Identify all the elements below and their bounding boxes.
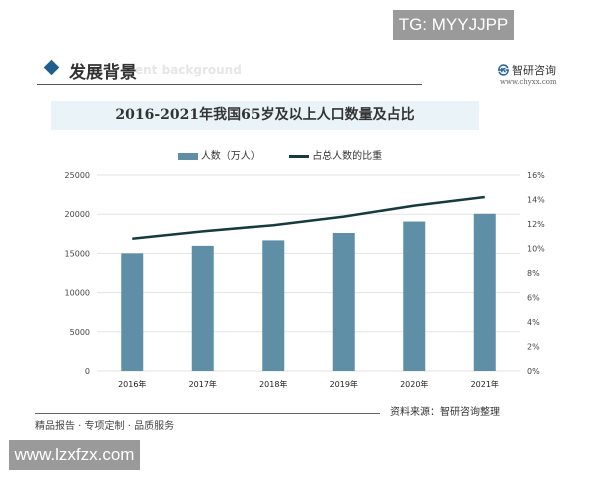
right-tick-label: 8% <box>527 269 540 278</box>
legend: 人数（万人） 占总人数的比重 <box>0 147 560 162</box>
footer-divider <box>35 413 380 414</box>
left-tick-label: 25000 <box>65 171 90 180</box>
left-tick-label: 0 <box>85 367 90 376</box>
left-tick-label: 5000 <box>70 328 90 337</box>
x-tick-label: 2020年 <box>400 379 428 389</box>
footer-slogan: 精品报告 · 专项定制 · 品质服务 <box>35 421 175 432</box>
legend-bar-label: 人数（万人） <box>200 151 261 162</box>
legend-line-label: 占总人数的比重 <box>312 151 383 162</box>
bar <box>332 232 355 371</box>
left-tick-label: 20000 <box>65 210 90 219</box>
legend-line-swatch <box>289 154 310 158</box>
source-note: 资料来源：智研咨询整理 <box>390 407 500 418</box>
right-tick-label: 4% <box>527 318 540 327</box>
x-tick-label: 2021年 <box>471 379 499 389</box>
bar <box>262 240 285 371</box>
brand-logo: ㉿智研咨询 <box>498 62 556 78</box>
bar <box>473 213 496 371</box>
right-tick-label: 14% <box>527 196 545 205</box>
right-tick-label: 10% <box>527 245 545 254</box>
x-tick-label: 2019年 <box>330 379 358 389</box>
right-tick-label: 12% <box>527 220 545 229</box>
logo-text: 智研咨询 <box>512 64 556 77</box>
ratio-line <box>132 195 485 240</box>
chart-plot: 0 5000 10000 15000 20000 25000 0% 2% 4% 6% 8% 10% 12… <box>65 171 546 389</box>
x-tick-label: 2016年 <box>118 379 146 389</box>
left-tick-label: 10000 <box>65 289 90 298</box>
right-tick-label: 16% <box>527 171 545 180</box>
watermark-badge-tg: TG: MYYJJPP <box>393 10 514 40</box>
bar <box>191 245 214 371</box>
watermark-badge-site: www.lzxfzx.com <box>9 440 140 470</box>
logo-icon: ㉿ <box>498 64 509 77</box>
chart-title: 2016-2021年我国65岁及以上人口数量及占比 <box>115 107 415 123</box>
x-tick-label: 2018年 <box>259 379 287 389</box>
right-tick-label: 6% <box>527 294 540 303</box>
logo-url: www.chyxx.com <box>500 78 557 86</box>
header-divider <box>37 84 422 85</box>
right-tick-label: 0% <box>527 367 540 376</box>
bar <box>121 253 144 371</box>
section-title: 发展背景 <box>69 63 137 83</box>
section-subtitle: ent background <box>135 63 242 77</box>
bar <box>403 221 426 371</box>
legend-bar-swatch <box>177 152 198 160</box>
title-band <box>51 101 479 130</box>
x-tick-label: 2017年 <box>189 379 217 389</box>
right-tick-label: 2% <box>527 343 540 352</box>
left-tick-label: 15000 <box>65 249 90 258</box>
